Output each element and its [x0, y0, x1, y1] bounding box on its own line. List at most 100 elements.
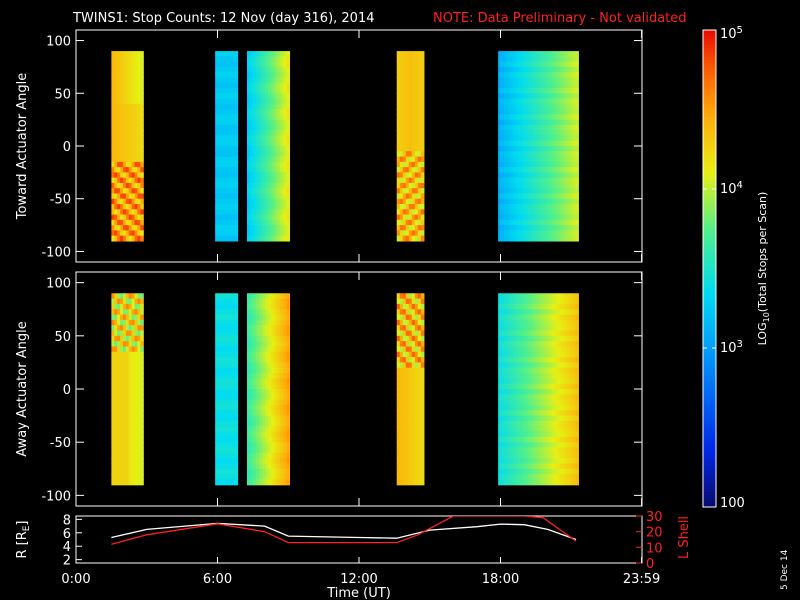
heatmap-cell: [512, 140, 517, 147]
heatmap-cell: [122, 293, 127, 300]
heatmap-cell: [262, 209, 266, 216]
heatmap-cell: [114, 394, 118, 401]
heatmap-cell: [420, 188, 425, 195]
heatmap-cell: [259, 82, 263, 89]
heatmap-cell: [218, 204, 223, 210]
heatmap-cell: [515, 124, 520, 131]
heatmap-cell: [140, 389, 144, 395]
heatmap-cell: [554, 325, 559, 332]
heatmap-cell: [545, 235, 550, 242]
heatmap-cell: [405, 362, 410, 369]
heatmap-cell: [566, 161, 571, 168]
heatmap-cell: [277, 458, 281, 465]
heatmap-cell: [250, 335, 254, 342]
heatmap-cell: [414, 399, 419, 406]
heatmap-cell: [140, 373, 144, 379]
heatmap-cell: [569, 172, 573, 179]
heatmap-cell: [560, 420, 565, 427]
heatmap-cell: [411, 114, 416, 121]
heatmap-cell: [569, 404, 573, 411]
heatmap-cell: [140, 362, 144, 369]
heatmap-cell: [221, 130, 226, 137]
heatmap-cell: [405, 167, 410, 173]
heatmap-cell: [542, 109, 547, 115]
heatmap-cell: [512, 309, 517, 316]
heatmap-cell: [396, 135, 401, 142]
heatmap-cell: [405, 66, 410, 73]
heatmap-cell: [277, 431, 281, 438]
heatmap-cell: [536, 204, 541, 210]
heatmap-cell: [117, 124, 121, 131]
heatmap-cell: [545, 61, 550, 68]
heatmap-cell: [510, 77, 514, 84]
heatmap-cell: [512, 399, 517, 406]
heatmap-cell: [215, 225, 219, 231]
heatmap-cell: [128, 51, 133, 57]
heatmap-cell: [256, 367, 260, 374]
heatmap-cell: [253, 61, 257, 68]
heatmap-cell: [231, 479, 235, 486]
heatmap-cell: [524, 298, 529, 305]
heatmap-cell: [566, 140, 571, 147]
heatmap-cell: [253, 114, 257, 121]
heatmap-cell: [218, 77, 223, 84]
heatmap-cell: [420, 56, 425, 63]
heatmap-cell: [507, 420, 511, 427]
heatmap-cell: [399, 298, 404, 305]
heatmap-cell: [504, 298, 508, 305]
heatmap-cell: [277, 404, 281, 411]
heatmap-cell: [569, 193, 573, 200]
heatmap-cell: [402, 474, 407, 481]
heatmap-cell: [557, 51, 562, 57]
heatmap-cell: [117, 225, 121, 231]
heatmap-cell: [554, 214, 559, 221]
heatmap-cell: [250, 51, 254, 57]
heatmap-cell: [548, 383, 553, 390]
heatmap-cell: [551, 298, 556, 305]
heatmap-cell: [408, 56, 413, 63]
heatmap-cell: [283, 225, 287, 231]
heatmap-cell: [420, 341, 425, 348]
heatmap-cell: [215, 235, 219, 242]
heatmap-cell: [566, 335, 571, 342]
heatmap-cell: [551, 225, 556, 231]
heatmap-cell: [563, 230, 568, 237]
heatmap-cell: [396, 463, 401, 470]
heatmap-cell: [414, 235, 419, 242]
heatmap-cell: [280, 182, 284, 189]
heatmap-cell: [414, 325, 419, 332]
heatmap-cell: [114, 193, 118, 200]
heatmap-cell: [215, 135, 219, 142]
heatmap-cell: [227, 468, 232, 475]
heatmap-cell: [256, 458, 260, 465]
heatmap-cell: [501, 452, 505, 459]
heatmap-cell: [131, 404, 136, 411]
heatmap-cell: [569, 341, 573, 348]
heatmap-cell: [259, 72, 263, 79]
heatmap-cell: [501, 151, 505, 158]
heatmap-cell: [134, 341, 139, 348]
heatmap-cell: [536, 463, 541, 470]
y-axis-label: Away Actuator Angle: [15, 321, 30, 456]
heatmap-cell: [402, 479, 407, 486]
heatmap-cell: [501, 410, 505, 417]
heatmap-cell: [111, 72, 115, 79]
heatmap-cell: [131, 431, 136, 438]
heatmap-cell: [524, 72, 529, 79]
heatmap-cell: [117, 420, 121, 427]
heatmap-cell: [501, 346, 505, 353]
heatmap-cell: [557, 98, 562, 105]
heatmap-cell: [128, 230, 133, 237]
heatmap-cell: [268, 452, 272, 459]
heatmap-cell: [268, 325, 272, 332]
heatmap-cell: [569, 399, 573, 406]
heatmap-cell: [417, 66, 422, 73]
heatmap-cell: [111, 209, 115, 216]
heatmap-cell: [545, 172, 550, 179]
heatmap-cell: [524, 415, 529, 422]
heatmap-cell: [510, 219, 514, 226]
heatmap-cell: [411, 479, 416, 486]
heatmap-cell: [140, 177, 144, 184]
heatmap-cell: [518, 410, 523, 417]
heatmap-cell: [265, 314, 269, 321]
